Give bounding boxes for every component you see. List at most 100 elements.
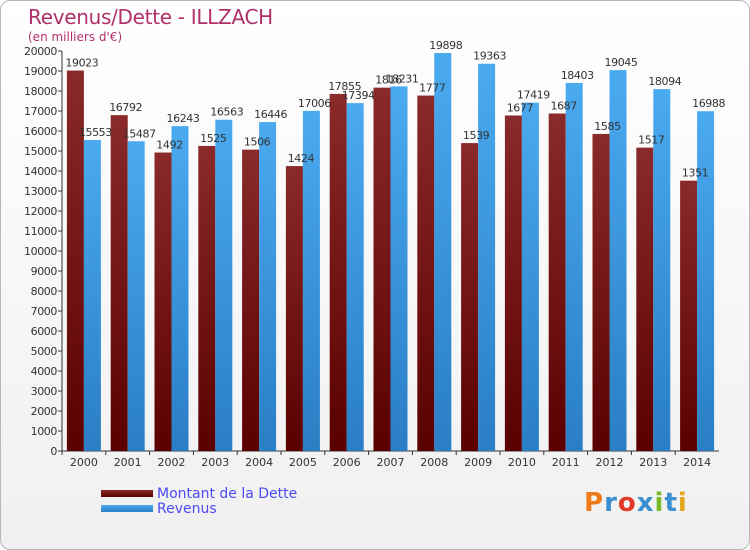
legend-label-revenus: Revenus — [157, 501, 217, 517]
logo-letter: i — [654, 488, 665, 518]
legend-label-debt: Montant de la Dette — [157, 486, 298, 502]
chart-subtitle: (en milliers d'€) — [28, 30, 123, 44]
x-tick-label: 2011 — [552, 456, 580, 469]
y-tick-label: 5000 — [31, 345, 58, 358]
bar-dette — [461, 143, 479, 451]
logo-letter: P — [584, 488, 605, 518]
logo-letter: t — [664, 488, 678, 518]
data-label-dette: 1777 — [419, 82, 446, 95]
y-tick-label: 20000 — [24, 45, 57, 58]
data-label-dette: 19023 — [65, 57, 98, 70]
bar-revenus — [83, 139, 101, 451]
bar-dette — [548, 113, 566, 451]
bar-dette — [110, 115, 128, 451]
bar-dette — [592, 133, 610, 451]
data-label-revenus: 15487 — [123, 127, 156, 140]
x-tick-label: 2006 — [333, 456, 361, 469]
data-label-revenus: 18403 — [561, 69, 594, 82]
bar-revenus — [302, 110, 320, 451]
y-tick-label: 8000 — [31, 285, 58, 298]
logo-letter: o — [617, 488, 637, 518]
y-tick-label: 15000 — [24, 145, 57, 158]
data-label-dette: 1492 — [156, 139, 182, 152]
y-tick-label: 1000 — [31, 425, 58, 438]
y-tick-label: 4000 — [31, 365, 58, 378]
data-label-dette: 1687 — [550, 100, 577, 113]
data-label-dette: 1816 — [375, 74, 402, 87]
data-label-revenus: 19045 — [605, 56, 638, 69]
data-label-revenus: 15553 — [79, 126, 112, 139]
x-tick-label: 2003 — [201, 456, 229, 469]
bar-dette — [373, 87, 391, 451]
bar-dette — [66, 70, 84, 451]
data-label-dette: 17855 — [328, 80, 361, 93]
legend-swatch-revenus — [101, 505, 153, 512]
data-label-revenus: 17394 — [342, 89, 375, 102]
x-tick-label: 2013 — [639, 456, 667, 469]
bar-revenus — [390, 86, 408, 451]
data-label-revenus: 16243 — [167, 112, 200, 125]
legend-swatch-debt — [101, 490, 153, 497]
bar-dette — [154, 152, 172, 452]
bar-revenus — [565, 82, 583, 451]
bar-revenus — [434, 53, 452, 451]
chart-title: Revenus/Dette - ILLZACH — [28, 5, 273, 29]
bar-dette — [680, 180, 698, 451]
data-label-dette: 1677 — [507, 102, 534, 115]
data-label-dette: 1585 — [594, 120, 621, 133]
bar-revenus — [346, 103, 364, 452]
x-tick-label: 2012 — [596, 456, 624, 469]
bar-revenus — [609, 70, 627, 451]
y-tick-label: 16000 — [24, 125, 57, 138]
y-tick-label: 2000 — [31, 405, 58, 418]
x-tick-label: 2007 — [377, 456, 405, 469]
x-tick-label: 2000 — [70, 456, 98, 469]
data-label-revenus: 17006 — [298, 97, 331, 110]
y-tick-label: 12000 — [24, 205, 57, 218]
data-label-revenus: 19898 — [429, 39, 462, 52]
x-tick-label: 2005 — [289, 456, 317, 469]
x-tick-label: 2014 — [683, 456, 711, 469]
data-label-dette: 1517 — [638, 134, 665, 147]
x-tick-label: 2009 — [464, 456, 492, 469]
logo-letter: x — [636, 488, 655, 518]
bar-dette — [504, 115, 522, 451]
x-tick-label: 2010 — [508, 456, 536, 469]
y-tick-label: 19000 — [24, 65, 57, 78]
y-tick-label: 13000 — [24, 185, 57, 198]
bar-revenus — [215, 119, 233, 452]
bar-dette — [417, 95, 435, 451]
y-tick-label: 17000 — [24, 105, 57, 118]
bar-dette — [329, 93, 347, 452]
data-label-revenus: 17419 — [517, 89, 550, 102]
bar-dette — [198, 145, 216, 451]
data-label-dette: 1351 — [682, 167, 708, 180]
bar-revenus — [478, 63, 496, 452]
bar-revenus — [653, 89, 671, 452]
y-tick-label: 0 — [50, 445, 57, 458]
data-label-revenus: 16988 — [692, 97, 725, 110]
y-tick-label: 14000 — [24, 165, 57, 178]
data-label-revenus: 16563 — [210, 106, 243, 119]
x-tick-label: 2008 — [420, 456, 448, 469]
bar-dette — [242, 149, 260, 451]
data-label-revenus: 19363 — [473, 50, 506, 63]
bar-dette — [285, 166, 303, 451]
x-tick-label: 2004 — [245, 456, 273, 469]
bar-revenus — [259, 122, 277, 451]
data-label-dette: 1525 — [200, 132, 227, 145]
y-tick-label: 10000 — [24, 245, 57, 258]
data-label-revenus: 16446 — [254, 108, 287, 121]
x-tick-label: 2002 — [158, 456, 186, 469]
bar-revenus — [171, 126, 189, 451]
y-tick-label: 9000 — [31, 265, 58, 278]
y-tick-label: 3000 — [31, 385, 58, 398]
y-tick-label: 7000 — [31, 305, 58, 318]
bar-revenus — [697, 111, 715, 452]
bar-revenus — [127, 141, 145, 451]
bar-revenus — [521, 102, 539, 452]
y-tick-label: 18000 — [24, 85, 57, 98]
data-label-revenus: 18094 — [648, 75, 681, 88]
data-label-dette: 1506 — [244, 136, 271, 149]
